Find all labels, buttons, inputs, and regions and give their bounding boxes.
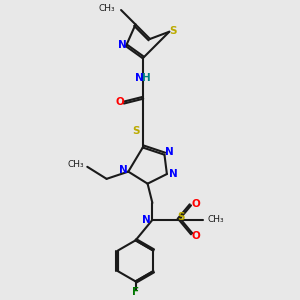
Text: O: O [191,199,200,209]
Text: S: S [132,126,139,136]
Text: N: N [142,215,151,225]
Text: N: N [169,169,177,179]
Text: F: F [132,287,139,297]
Text: N: N [119,165,128,176]
Text: O: O [116,97,124,107]
Text: S: S [178,212,185,222]
Text: N: N [118,40,127,50]
Text: CH₃: CH₃ [208,215,224,224]
Text: O: O [191,230,200,241]
Text: CH₃: CH₃ [98,4,115,13]
Text: N: N [165,147,174,157]
Text: H: H [142,73,151,82]
Text: N: N [135,73,143,82]
Text: CH₃: CH₃ [67,160,84,169]
Text: S: S [169,26,177,35]
